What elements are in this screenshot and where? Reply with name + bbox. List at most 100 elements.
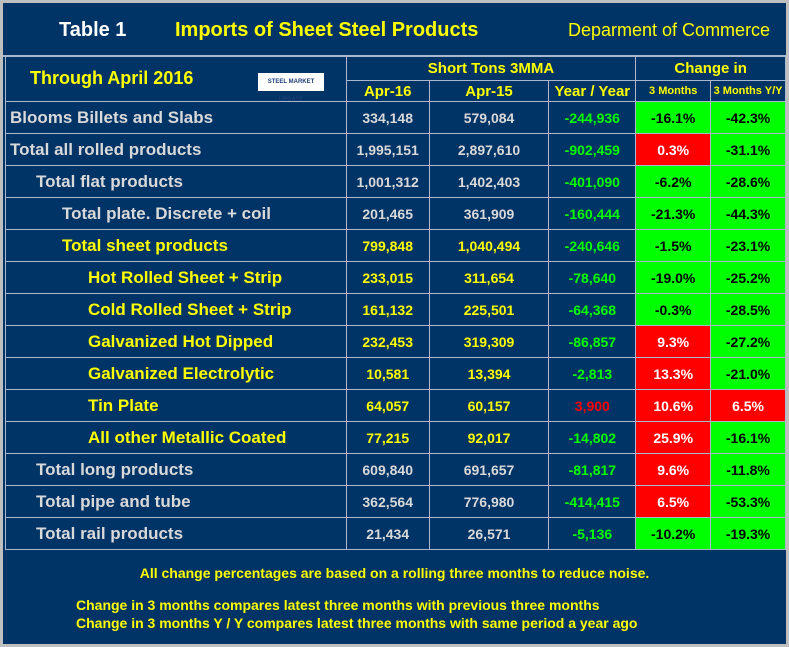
change-3months-yy: -53.3% — [710, 485, 786, 518]
row-label: Tin Plate — [5, 389, 347, 422]
value-apr16: 609,840 — [345, 453, 430, 486]
value-apr16: 233,015 — [345, 261, 430, 294]
table-row: Total flat products 1,001,312 1,402,403 -40… — [5, 165, 786, 198]
change-3months: -0.3% — [635, 293, 712, 326]
col-apr15: Apr-15 — [428, 80, 550, 102]
row-label: Total long products — [5, 453, 347, 486]
value-apr16: 232,453 — [345, 325, 430, 358]
change-3months: 25.9% — [635, 421, 712, 454]
footnote-rolling: All change percentages are based on a ro… — [139, 565, 650, 581]
value-apr15: 225,501 — [428, 293, 550, 326]
value-apr16: 64,057 — [345, 389, 430, 422]
col-3months: 3 Months — [635, 80, 712, 102]
value-yoy: -78,640 — [548, 261, 637, 294]
table-label: Table 1 — [59, 19, 127, 41]
row-label: Hot Rolled Sheet + Strip — [5, 261, 347, 294]
value-yoy: -160,444 — [548, 197, 637, 230]
value-apr15: 60,157 — [428, 389, 550, 422]
row-label: All other Metallic Coated — [5, 421, 347, 454]
change-3months: -1.5% — [635, 229, 712, 262]
change-3months-yy: -28.5% — [710, 293, 786, 326]
period-label: Through April 2016 — [30, 68, 194, 88]
value-apr15: 361,909 — [428, 197, 550, 230]
change-3months: 10.6% — [635, 389, 712, 422]
table-row: Galvanized Electrolytic 10,581 13,394 -2,81… — [5, 357, 786, 390]
value-apr16: 799,848 — [345, 229, 430, 262]
col-3months-yy: 3 Months Y/Y — [710, 80, 786, 102]
title-bar: Table 1 Imports of Sheet Steel Products … — [3, 3, 786, 57]
change-3months: 9.6% — [635, 453, 712, 486]
change-3months-yy: -42.3% — [710, 101, 786, 134]
change-3months-yy: -28.6% — [710, 165, 786, 198]
group-short-tons: Short Tons 3MMA — [345, 55, 637, 81]
change-3months-yy: 6.5% — [710, 389, 786, 422]
value-yoy: -2,813 — [548, 357, 637, 390]
change-3months: -6.2% — [635, 165, 712, 198]
value-apr16: 77,215 — [345, 421, 430, 454]
source-label: Deparment of Commerce — [568, 20, 771, 40]
row-label: Galvanized Electrolytic — [5, 357, 347, 390]
row-label: Total pipe and tube — [5, 485, 347, 518]
value-apr15: 311,654 — [428, 261, 550, 294]
change-3months: -19.0% — [635, 261, 712, 294]
change-3months: 6.5% — [635, 485, 712, 518]
steel-market-update-logo: STEEL MARKET UPDATE — [258, 73, 324, 103]
value-apr15: 1,402,403 — [428, 165, 550, 198]
value-yoy: -244,936 — [548, 101, 637, 134]
imports-table: Through April 2016 STEEL MARKET UPDATE Sh… — [5, 55, 786, 550]
col-apr16: Apr-16 — [345, 80, 430, 102]
row-label: Total rail products — [5, 517, 347, 550]
change-3months-yy: -19.3% — [710, 517, 786, 550]
value-apr16: 161,132 — [345, 293, 430, 326]
table-row: Total plate. Discrete + coil 201,465 361,9… — [5, 197, 786, 230]
value-apr15: 92,017 — [428, 421, 550, 454]
table-title: Imports of Sheet Steel Products — [175, 19, 479, 41]
change-3months-yy: -31.1% — [710, 133, 786, 166]
row-label: Total sheet products — [5, 229, 347, 262]
value-apr16: 10,581 — [345, 357, 430, 390]
value-yoy: -414,415 — [548, 485, 637, 518]
row-label: Blooms Billets and Slabs — [5, 101, 347, 134]
change-3months: 9.3% — [635, 325, 712, 358]
value-apr15: 1,040,494 — [428, 229, 550, 262]
table-row: All other Metallic Coated 77,215 92,017 -14… — [5, 421, 786, 454]
value-yoy: -64,368 — [548, 293, 637, 326]
value-yoy: -5,136 — [548, 517, 637, 550]
value-apr15: 26,571 — [428, 517, 550, 550]
value-apr15: 691,657 — [428, 453, 550, 486]
value-yoy: -902,459 — [548, 133, 637, 166]
table-row: Galvanized Hot Dipped 232,453 319,309 -86,8… — [5, 325, 786, 358]
row-label: Cold Rolled Sheet + Strip — [5, 293, 347, 326]
value-apr16: 334,148 — [345, 101, 430, 134]
change-3months-yy: -27.2% — [710, 325, 786, 358]
value-yoy: -86,857 — [548, 325, 637, 358]
table-row: Cold Rolled Sheet + Strip 161,132 225,501-… — [5, 293, 786, 326]
value-apr16: 201,465 — [345, 197, 430, 230]
value-apr15: 579,084 — [428, 101, 550, 134]
table-row: Total all rolled products 1,995,151 2,897,… — [5, 133, 786, 166]
row-label: Total plate. Discrete + coil — [5, 197, 347, 230]
table-row: Total sheet products 799,848 1,040,494 -240… — [5, 229, 786, 262]
value-apr15: 319,309 — [428, 325, 550, 358]
value-yoy: -81,817 — [548, 453, 637, 486]
value-apr16: 1,001,312 — [345, 165, 430, 198]
value-yoy: 3,900 — [548, 389, 637, 422]
change-3months: -10.2% — [635, 517, 712, 550]
change-3months-yy: -16.1% — [710, 421, 786, 454]
value-apr16: 362,564 — [345, 485, 430, 518]
table-row: Blooms Billets and Slabs 334,148 579,084 -2… — [5, 101, 786, 134]
change-3months-yy: -11.8% — [710, 453, 786, 486]
change-3months: -16.1% — [635, 101, 712, 134]
table-row: Tin Plate 64,057 60,157 3,900 10.6% 6.5% — [5, 389, 786, 422]
value-apr15: 2,897,610 — [428, 133, 550, 166]
change-3months-yy: -23.1% — [710, 229, 786, 262]
period-cell: Through April 2016 STEEL MARKET UPDATE — [5, 55, 347, 103]
change-3months-yy: -25.2% — [710, 261, 786, 294]
row-label: Galvanized Hot Dipped — [5, 325, 347, 358]
group-change-in: Change in — [635, 55, 786, 81]
value-apr15: 776,980 — [428, 485, 550, 518]
table-row: Total long products 609,840 691,657 -81,817… — [5, 453, 786, 486]
change-3months-yy: -21.0% — [710, 357, 786, 390]
change-3months: 13.3% — [635, 357, 712, 390]
